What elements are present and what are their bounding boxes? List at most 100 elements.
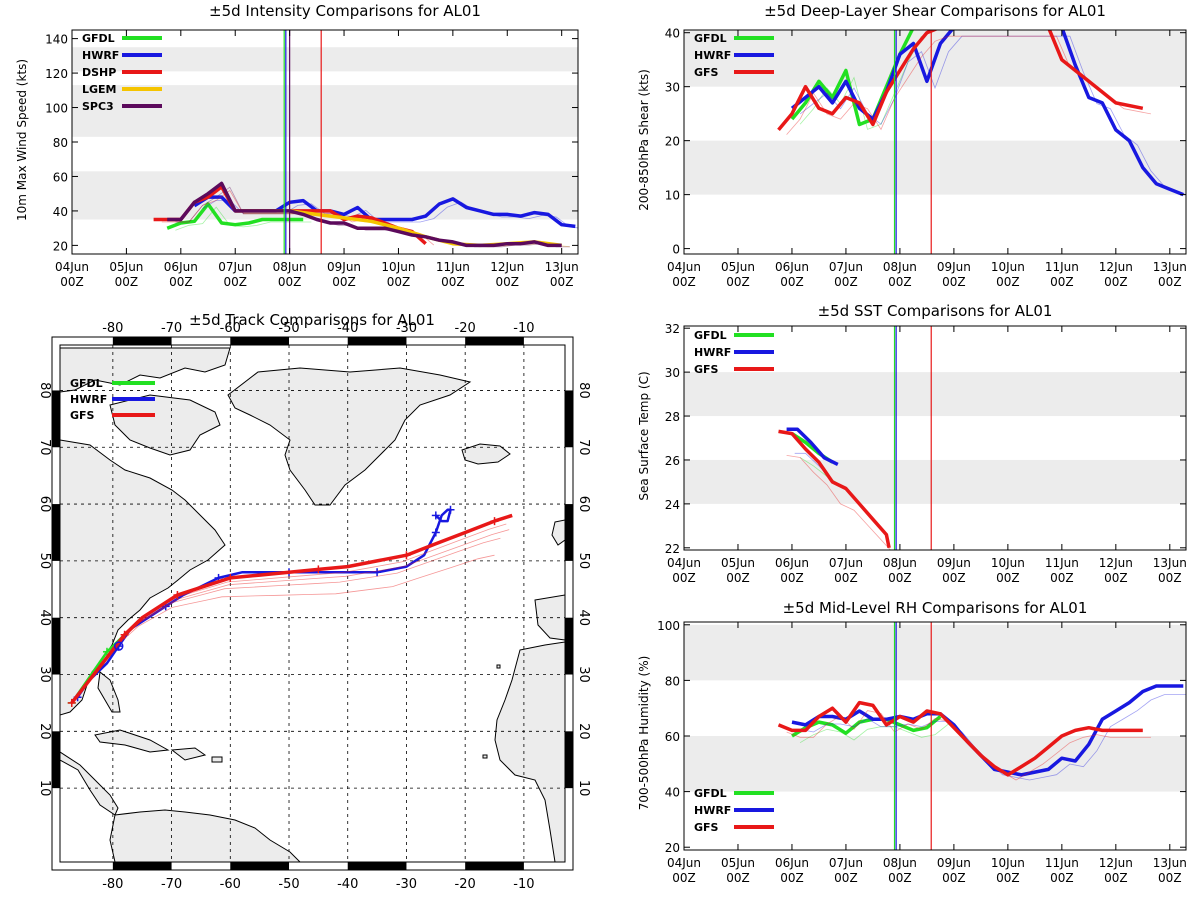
xtick-label-date: 08Jun <box>883 856 917 870</box>
ytick-label: 30 <box>665 81 680 95</box>
lon-label-top: -20 <box>455 321 476 336</box>
florida-land <box>97 671 121 713</box>
lon-label-bottom: -10 <box>513 877 534 892</box>
legend-label-gfs: GFS <box>694 66 719 79</box>
xtick-label-hour: 00Z <box>1050 571 1074 585</box>
series-hwrf <box>790 30 1184 197</box>
intensity-bands <box>72 47 578 220</box>
sst-yticks: 22 24 26 28 30 32 <box>665 322 1186 556</box>
border-bar-bottom <box>230 862 290 870</box>
legend-label-hwrf: HWRF <box>694 49 731 62</box>
legend-label-hwrf: HWRF <box>70 393 107 406</box>
intensity-ylabel: 10m Max Wind Speed (kts) <box>15 59 29 221</box>
lon-label-bottom: -60 <box>220 877 241 892</box>
africa-land <box>494 641 565 862</box>
shear-yticks: 0 10 20 30 40 <box>665 27 1186 257</box>
rh-series <box>777 684 1186 781</box>
xtick-label-date: 10Jun <box>991 260 1025 274</box>
shear-panel: ±5d Deep-Layer Shear Comparisons for AL0… <box>637 2 1187 289</box>
series-gfs <box>777 30 1144 132</box>
legend-label-hwrf: HWRF <box>694 346 731 359</box>
border-bar-left <box>52 390 60 448</box>
puerto-rico-land <box>211 756 223 763</box>
xtick-label-date: 06Jun <box>775 856 809 870</box>
ytick-label: 26 <box>665 454 680 468</box>
xtick-label-date: 05Jun <box>109 260 143 274</box>
track-series <box>67 505 513 707</box>
border-bar-left <box>52 617 60 675</box>
ytick-label: 60 <box>665 730 680 744</box>
rh-legend: GFDL HWRF GFS <box>694 787 774 834</box>
xtick-label-date: 13Jun <box>545 260 579 274</box>
ytick-label: 10 <box>665 189 680 203</box>
xtick-label-hour: 00Z <box>1104 871 1128 885</box>
xtick-label-date: 12Jun <box>1099 856 1133 870</box>
track-lon-ticks: -80 -80 -70 -70 -60 -60 -50 -50 -40 -40 -30 -30 -20 -… <box>102 321 534 892</box>
lat-label-left: 30 <box>37 666 52 683</box>
ytick-label: 120 <box>45 67 68 81</box>
rh-title: ±5d Mid-Level RH Comparisons for AL01 <box>783 599 1088 617</box>
lon-label-bottom: -70 <box>161 877 182 892</box>
legend-label-gfs: GFS <box>694 821 719 834</box>
track-title: ±5d Track Comparisons for AL01 <box>189 311 435 329</box>
lat-label-right: 30 <box>576 666 591 683</box>
lon-label-bottom: -80 <box>102 877 123 892</box>
xtick-label-hour: 00Z <box>726 571 750 585</box>
xtick-label-date: 05Jun <box>721 260 755 274</box>
band-0 <box>684 736 1186 792</box>
ytick-label: 40 <box>665 27 680 41</box>
lon-label-top: -30 <box>396 321 417 336</box>
lat-label-left: 40 <box>37 609 52 626</box>
legend-label-dshp: DSHP <box>82 66 116 79</box>
lat-label-right: 50 <box>576 553 591 570</box>
lon-label-top: -60 <box>220 321 241 336</box>
ytick-label: 100 <box>657 619 680 633</box>
lon-label-top: -80 <box>102 321 123 336</box>
sst-panel: ±5d SST Comparisons for AL01 22 24 26 28 30 3… <box>637 302 1187 585</box>
xtick-label-date: 04Jun <box>55 260 89 274</box>
lat-label-right: 80 <box>576 382 591 399</box>
track-lat-ticks: 10 10 20 20 30 30 40 40 50 50 60 60 70 70 80 80 <box>37 382 591 796</box>
border-bar-right <box>565 731 573 789</box>
track-map-panel: ±5d Track Comparisons for AL01 <box>37 311 591 892</box>
lat-label-left: 20 <box>37 723 52 740</box>
xtick-label-hour: 00Z <box>441 275 465 289</box>
intensity-yticks: 20 40 60 80 100 120 140 <box>45 33 578 253</box>
legend-label-hwrf: HWRF <box>694 804 731 817</box>
border-bar-left <box>52 731 60 789</box>
xtick-label-hour: 00Z <box>550 275 574 289</box>
xtick-label-hour: 00Z <box>834 571 858 585</box>
xtick-label-date: 10Jun <box>991 856 1025 870</box>
xtick-label-hour: 00Z <box>223 275 247 289</box>
border-bar-left <box>52 504 60 561</box>
shear-legend: GFDL HWRF GFS <box>694 32 774 79</box>
ytick-label: 60 <box>53 170 68 184</box>
xtick-label-hour: 00Z <box>996 871 1020 885</box>
xtick-label-hour: 00Z <box>1158 871 1182 885</box>
intensity-series <box>153 181 578 248</box>
xtick-label-hour: 00Z <box>496 275 520 289</box>
xtick-label-date: 08Jun <box>273 260 307 274</box>
legend-label-gfdl: GFDL <box>82 32 115 45</box>
xtick-label-date: 11Jun <box>1045 856 1079 870</box>
lat-label-right: 70 <box>576 439 591 456</box>
ytick-label: 20 <box>665 135 680 149</box>
lat-label-left: 70 <box>37 439 52 456</box>
border-bar-top <box>112 337 172 345</box>
rh-panel: ±5d Mid-Level RH Comparisons for AL01 20… <box>637 599 1187 885</box>
intensity-xticks: 04Jun00Z05Jun00Z06Jun00Z07Jun00Z08Jun00Z… <box>55 30 579 289</box>
lon-label-top: -40 <box>337 321 358 336</box>
lat-label-left: 10 <box>37 780 52 797</box>
border-bar-right <box>565 504 573 561</box>
xtick-label-hour: 00Z <box>942 871 966 885</box>
ytick-label: 40 <box>665 786 680 800</box>
lon-label-bottom: -20 <box>455 877 476 892</box>
xtick-label-hour: 00Z <box>1158 275 1182 289</box>
shear-vlines <box>893 30 932 254</box>
xtick-label-date: 12Jun <box>1099 556 1133 570</box>
britain-land <box>551 519 565 546</box>
xtick-label-date: 12Jun <box>1099 260 1133 274</box>
border-bar-bottom <box>465 862 524 870</box>
sst-series <box>778 427 891 550</box>
